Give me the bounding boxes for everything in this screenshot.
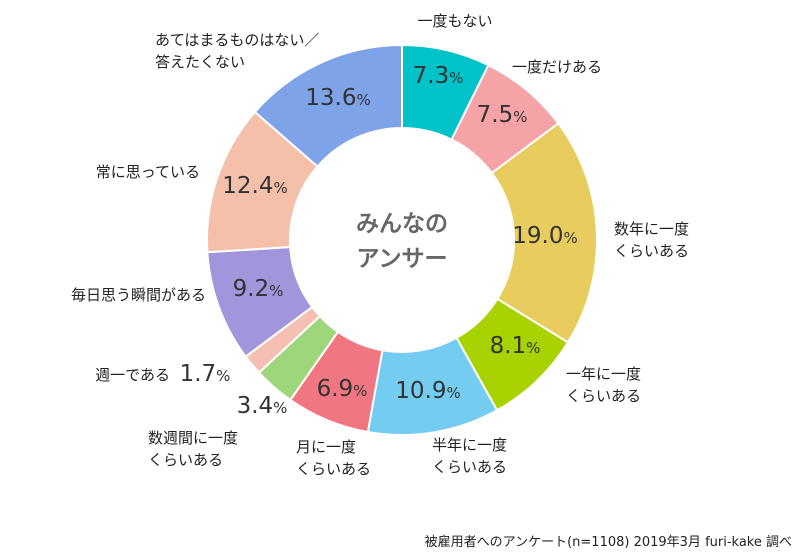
percent-label-3: 19.0% [512, 223, 577, 249]
percent-label-7: 3.4% [237, 393, 288, 419]
category-label-8: 週一である [95, 366, 170, 384]
category-label-3: 数年に一度くらいある [614, 220, 689, 260]
category-label-6: 月に一度くらいある [296, 438, 371, 478]
center-label-line-2: アンサー [356, 246, 447, 272]
category-label-5: 半年に一度くらいある [432, 436, 507, 476]
percent-label-1: 7.3% [413, 63, 464, 89]
category-label-7: 数週間に一度くらいある [148, 429, 238, 469]
percent-label-11: 13.6% [305, 85, 370, 111]
category-label-11: あてはまるものはない／答えたくない [155, 31, 319, 71]
center-label-line-1: みんなの [356, 211, 448, 237]
percent-label-10: 12.4% [222, 173, 287, 199]
percent-label-5: 10.9% [395, 378, 460, 404]
percent-labels: 7.3% 7.5% 19.0% 8.1% 10.9% 6.9% 3.4%1.7% 9.2% 12… [180, 63, 578, 419]
percent-label-4: 8.1% [490, 333, 541, 359]
category-labels: 一度もない一度だけある数年に一度くらいある一年に一度くらいある半年に一度くらいあ… [71, 12, 689, 478]
category-label-4: 一年に一度くらいある [566, 365, 641, 405]
percent-label-6: 6.9% [317, 376, 368, 402]
slice-3 [490, 122, 598, 344]
slice-11 [253, 43, 403, 168]
category-label-9: 毎日思う瞬間がある [71, 286, 206, 304]
percent-label-9: 9.2% [233, 276, 284, 302]
percent-label-2: 7.5% [477, 102, 528, 128]
category-label-1: 一度もない [417, 12, 492, 30]
category-label-2: 一度だけある [512, 58, 602, 76]
source-note: 被雇用者へのアンケート(n=1108) 2019年3月 furi-kake 調べ [425, 534, 792, 550]
percent-label-8: 1.7% [180, 361, 231, 387]
category-label-10: 常に思っている [96, 163, 200, 181]
donut-slices [206, 43, 598, 436]
